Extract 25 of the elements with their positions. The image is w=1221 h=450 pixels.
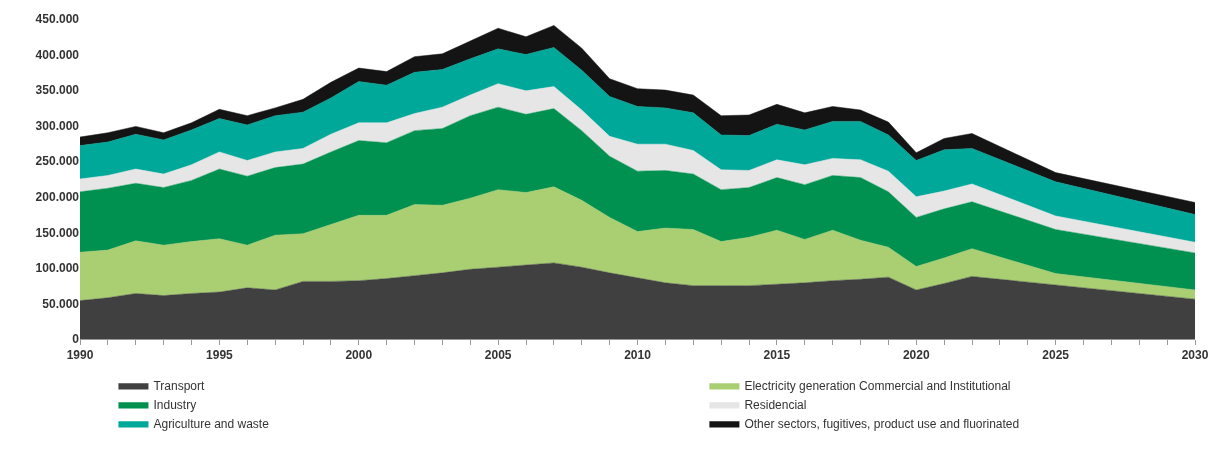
legend-label: Residencial: [744, 398, 807, 413]
y-tick-label: 250.000: [35, 154, 80, 169]
y-tick-label: 200.000: [35, 189, 80, 204]
legend-label: Transport: [153, 379, 206, 394]
x-tick-label: 2030: [1181, 348, 1209, 363]
legend-label: Other sectors, fugitives, product use and fluorinated: [744, 417, 1020, 432]
legend-label: Agriculture and waste: [153, 417, 270, 432]
y-tick-label: 450.000: [35, 12, 80, 27]
y-tick-label: 150.000: [35, 225, 80, 240]
x-tick-label: 2020: [902, 348, 930, 363]
x-tick-label: 2015: [763, 348, 791, 363]
y-tick-label: 300.000: [35, 118, 80, 133]
x-tick-label: 2025: [1042, 348, 1070, 363]
legend-label: Industry: [153, 398, 197, 413]
y-tick-label: 350.000: [35, 83, 80, 98]
x-tick-label: 2010: [624, 348, 652, 363]
x-tick-label: 1995: [206, 348, 234, 363]
y-tick-label: 0: [72, 332, 80, 347]
x-tick-label: 2005: [484, 348, 512, 363]
y-tick-label: 50.000: [42, 296, 80, 311]
y-tick-label: 100.000: [35, 261, 80, 276]
x-tick-label: 1990: [66, 348, 94, 363]
y-tick-label: 400.000: [35, 47, 80, 62]
x-tick-label: 2000: [345, 348, 373, 363]
legend-label: Electricity generation Commercial and Institutional: [744, 379, 1011, 394]
